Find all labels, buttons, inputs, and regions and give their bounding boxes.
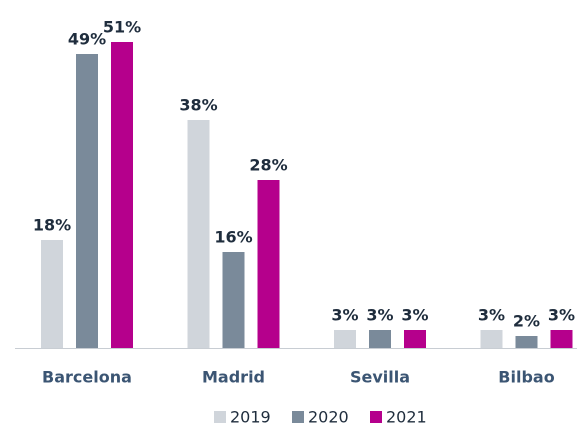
bar [515,336,538,348]
data-label: 2% [513,312,540,331]
data-label: 49% [68,30,106,49]
data-label: 3% [478,306,505,325]
x-tick-label: Madrid [202,368,265,387]
x-tick-label: Sevilla [350,368,410,387]
bar [480,330,503,348]
bar [404,330,426,348]
bar [334,330,356,348]
data-label: 28% [249,156,287,175]
data-label: 16% [214,228,252,247]
x-tick-label: Bilbao [498,368,554,387]
bar [76,54,98,348]
legend-label: 2020 [308,408,349,427]
data-label: 18% [33,216,71,235]
legend-label: 2021 [386,408,427,427]
data-label: 38% [179,96,217,115]
legend-label: 2019 [230,408,271,427]
bar [187,120,210,348]
bar [222,252,245,348]
legend-swatch [214,411,226,423]
bar [257,180,280,348]
bar [41,240,63,348]
data-label: 3% [331,306,358,325]
legend-swatch [370,411,382,423]
data-label: 51% [103,18,141,37]
data-label: 3% [366,306,393,325]
bar [111,42,133,348]
bar [369,330,391,348]
data-label: 3% [548,306,575,325]
data-label: 3% [401,306,428,325]
bar [550,330,573,348]
x-tick-label: Barcelona [42,368,132,387]
legend-swatch [292,411,304,423]
